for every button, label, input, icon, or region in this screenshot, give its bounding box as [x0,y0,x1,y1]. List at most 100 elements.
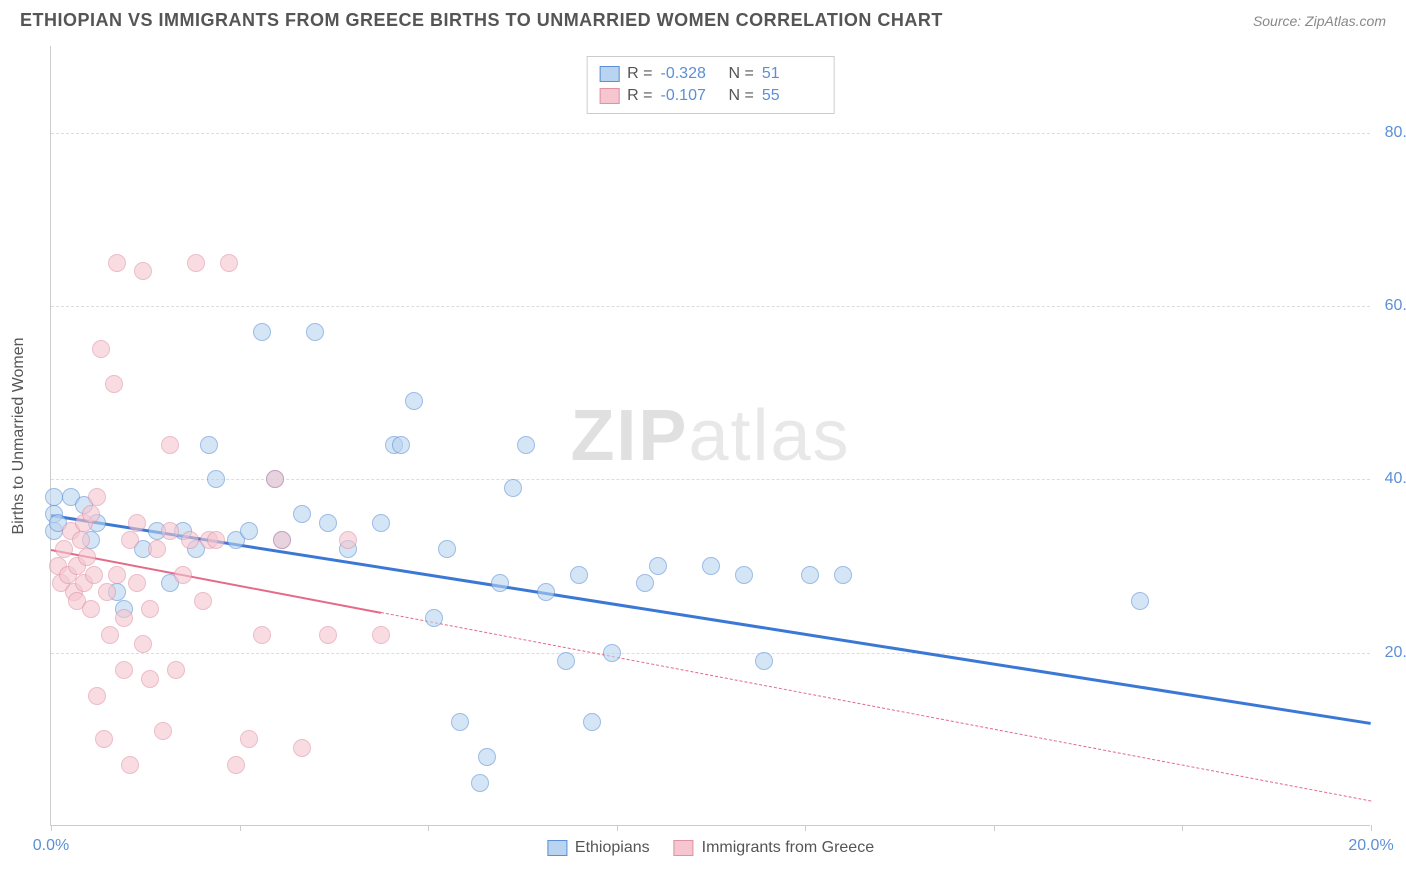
data-point [471,774,489,792]
x-tick [617,825,618,831]
watermark-light: atlas [688,396,850,476]
stats-row: R = -0.107 N = 55 [599,85,822,107]
stat-r-value: -0.107 [661,87,721,105]
gridline [51,306,1370,307]
trend-line-solid [51,514,1371,724]
data-point [55,540,73,558]
y-axis-label: Births to Unmarried Women [10,337,28,534]
data-point [167,661,185,679]
data-point [115,661,133,679]
data-point [200,436,218,454]
stat-r-label: R = [627,87,652,105]
x-tick-label: 20.0% [1348,837,1393,855]
data-point [273,531,291,549]
legend-swatch [599,66,619,82]
data-point [504,479,522,497]
legend-label: Ethiopians [575,839,650,857]
data-point [134,635,152,653]
plot-area: ZIPatlas 20.0%40.0%60.0%80.0%0.0%20.0%R … [50,46,1370,826]
data-point [88,687,106,705]
data-point [174,566,192,584]
data-point [491,574,509,592]
legend-swatch [547,840,567,856]
legend-item: Ethiopians [547,839,650,857]
data-point [478,748,496,766]
data-point [253,626,271,644]
data-point [148,540,166,558]
legend-item: Immigrants from Greece [674,839,874,857]
stats-legend: R = -0.328 N = 51 R = -0.107 N = 55 [586,56,835,114]
data-point [82,505,100,523]
data-point [1131,592,1149,610]
data-point [583,713,601,731]
chart-header: ETHIOPIAN VS IMMIGRANTS FROM GREECE BIRT… [0,0,1406,36]
data-point [121,756,139,774]
data-point [293,739,311,757]
data-point [101,626,119,644]
data-point [108,254,126,272]
x-tick-label: 0.0% [33,837,69,855]
stat-n-label: N = [729,65,754,83]
x-tick [994,825,995,831]
data-point [240,522,258,540]
chart-title: ETHIOPIAN VS IMMIGRANTS FROM GREECE BIRT… [20,10,943,31]
data-point [306,323,324,341]
y-tick-label: 20.0% [1385,644,1406,662]
x-tick [1371,825,1372,831]
bottom-legend: Ethiopians Immigrants from Greece [547,839,874,857]
data-point [98,583,116,601]
stat-n-value: 55 [762,87,822,105]
data-point [45,488,63,506]
chart-container: Births to Unmarried Women ZIPatlas 20.0%… [0,36,1406,886]
y-tick-label: 80.0% [1385,124,1406,142]
data-point [78,548,96,566]
data-point [82,600,100,618]
data-point [755,652,773,670]
x-tick [428,825,429,831]
data-point [834,566,852,584]
data-point [339,531,357,549]
stat-n-value: 51 [762,65,822,83]
data-point [220,254,238,272]
gridline [51,133,1370,134]
data-point [649,557,667,575]
data-point [702,557,720,575]
x-tick [240,825,241,831]
data-point [121,531,139,549]
data-point [372,514,390,532]
stat-r-value: -0.328 [661,65,721,83]
data-point [141,600,159,618]
data-point [240,730,258,748]
data-point [603,644,621,662]
y-tick-label: 60.0% [1385,297,1406,315]
data-point [319,514,337,532]
x-tick [805,825,806,831]
stat-n-label: N = [729,87,754,105]
data-point [207,531,225,549]
gridline [51,653,1370,654]
trend-line-dashed [381,612,1371,801]
x-tick [1182,825,1183,831]
data-point [372,626,390,644]
data-point [154,722,172,740]
watermark-bold: ZIP [570,396,688,476]
legend-label: Immigrants from Greece [702,839,874,857]
chart-source: Source: ZipAtlas.com [1253,13,1386,29]
stat-r-label: R = [627,65,652,83]
data-point [266,470,284,488]
data-point [72,531,90,549]
x-tick [51,825,52,831]
data-point [108,566,126,584]
data-point [405,392,423,410]
watermark: ZIPatlas [570,395,850,477]
data-point [557,652,575,670]
data-point [194,592,212,610]
data-point [801,566,819,584]
data-point [293,505,311,523]
data-point [636,574,654,592]
data-point [537,583,555,601]
data-point [227,756,245,774]
data-point [88,488,106,506]
data-point [570,566,588,584]
data-point [392,436,410,454]
